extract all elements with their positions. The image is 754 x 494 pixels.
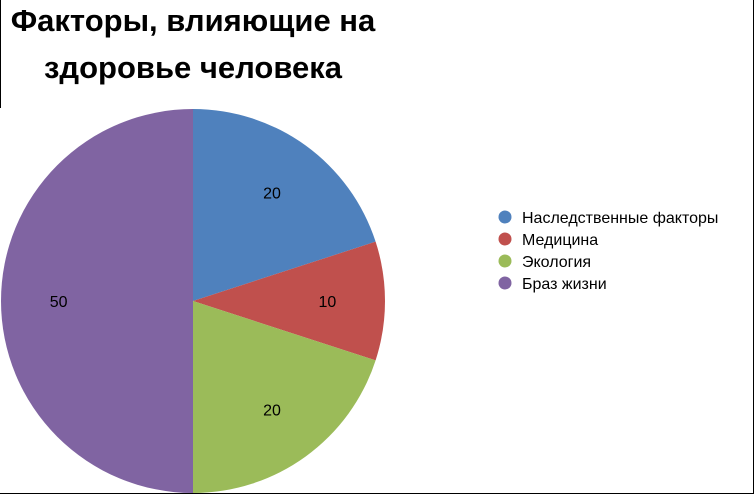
chart-title-line-1: Факторы, влияющие на <box>11 3 376 38</box>
legend: Наследственные факторы Медицина Экология Бр… <box>498 210 718 293</box>
data-label-1: 20 <box>263 185 281 202</box>
pie-slices <box>1 109 385 494</box>
chart-title-line-2: здоровье человека <box>44 50 343 85</box>
pie-data-labels: 20 10 20 50 <box>50 185 337 419</box>
data-label-3: 20 <box>263 403 281 420</box>
legend-marker-4 <box>498 276 512 290</box>
legend-marker-1 <box>498 210 512 224</box>
legend-label-3: Экология <box>522 254 591 271</box>
pie-slice-1 <box>193 109 376 301</box>
data-label-4: 50 <box>50 294 68 311</box>
pie-slice-4 <box>1 109 193 493</box>
legend-label-2: Медицина <box>522 232 598 249</box>
legend-marker-2 <box>498 232 512 246</box>
pie-slice-3 <box>193 301 376 494</box>
legend-marker-3 <box>498 254 512 268</box>
legend-label-1: Наследственные факторы <box>522 210 718 227</box>
data-label-2: 10 <box>319 294 337 311</box>
pie-slice-2 <box>193 241 385 361</box>
legend-label-4: Браз жизни <box>522 276 607 293</box>
